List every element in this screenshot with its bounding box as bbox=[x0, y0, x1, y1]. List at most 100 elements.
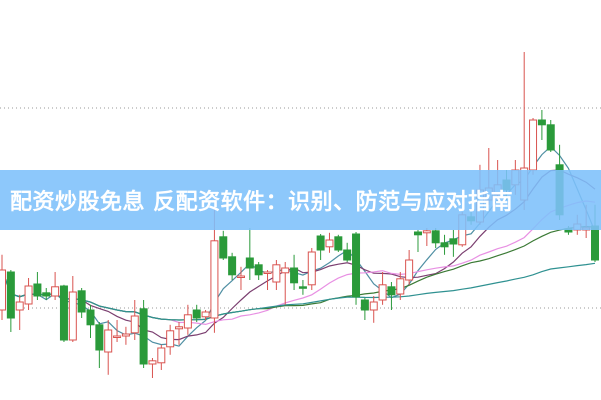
candle-body bbox=[272, 264, 281, 283]
candle-down bbox=[86, 304, 95, 338]
candle-down bbox=[440, 234, 449, 255]
candle-up bbox=[175, 322, 184, 345]
candle-body bbox=[104, 329, 113, 353]
candle-body bbox=[77, 290, 86, 313]
candle-body bbox=[24, 285, 33, 305]
candle-body bbox=[529, 119, 538, 171]
candle-up bbox=[378, 272, 387, 305]
candle-down bbox=[6, 270, 15, 332]
candle-up bbox=[104, 320, 113, 375]
candle-body bbox=[95, 324, 104, 351]
candle-down bbox=[219, 230, 228, 260]
candle-down bbox=[431, 228, 440, 248]
candle-body bbox=[254, 264, 263, 276]
candle-down bbox=[360, 298, 369, 320]
candle-body bbox=[422, 230, 431, 234]
candle-down bbox=[352, 232, 361, 305]
candle-body bbox=[263, 271, 272, 274]
candle-body bbox=[298, 286, 307, 289]
candle-body bbox=[413, 231, 422, 236]
candle-body bbox=[325, 239, 334, 248]
candle-down bbox=[334, 234, 343, 252]
candle-body bbox=[281, 267, 290, 274]
candle-up bbox=[325, 232, 334, 253]
candle-body bbox=[33, 283, 42, 297]
candle-body bbox=[68, 291, 77, 341]
candle-up bbox=[166, 324, 175, 355]
candle-body bbox=[86, 309, 95, 326]
candle-up bbox=[51, 272, 60, 300]
candle-body bbox=[139, 308, 148, 365]
candle-down bbox=[298, 280, 307, 295]
candle-body bbox=[166, 330, 175, 348]
candle-up bbox=[15, 294, 24, 330]
candle-body bbox=[343, 249, 352, 261]
candles bbox=[0, 52, 599, 378]
candle-body bbox=[316, 235, 325, 251]
candle-down bbox=[245, 228, 254, 280]
candle-up bbox=[281, 262, 290, 305]
candle-up bbox=[148, 358, 157, 378]
candle-up bbox=[405, 250, 414, 285]
candle-up bbox=[272, 260, 281, 290]
candle-up bbox=[121, 326, 130, 345]
candle-body bbox=[0, 269, 6, 311]
candle-up bbox=[307, 248, 316, 290]
candle-up bbox=[157, 344, 166, 370]
candle-down bbox=[343, 242, 352, 262]
candle-down bbox=[33, 272, 42, 300]
candle-down bbox=[59, 284, 68, 342]
candle-body bbox=[369, 301, 378, 311]
candle-body bbox=[113, 335, 122, 338]
candle-down bbox=[387, 282, 396, 310]
candle-up bbox=[369, 296, 378, 323]
candle-down bbox=[139, 300, 148, 368]
candle-body bbox=[405, 259, 414, 281]
candle-down bbox=[413, 230, 422, 252]
candle-body bbox=[360, 299, 369, 311]
candle-body bbox=[290, 267, 299, 284]
candle-body bbox=[352, 233, 361, 298]
candle-down bbox=[290, 254, 299, 290]
candle-body bbox=[6, 271, 15, 319]
candle-down bbox=[316, 234, 325, 260]
candle-body bbox=[59, 285, 68, 341]
candle-body bbox=[334, 236, 343, 251]
candle-body bbox=[51, 286, 60, 297]
banner-title: 配资炒股免息 反配资软件：识别、防范与应对指南 bbox=[10, 190, 514, 215]
candle-down bbox=[449, 230, 458, 257]
candle-body bbox=[201, 311, 210, 318]
candle-body bbox=[175, 326, 184, 330]
candle-body bbox=[236, 275, 245, 278]
candle-body bbox=[210, 240, 219, 319]
grid-lines bbox=[0, 107, 601, 309]
candle-up bbox=[529, 118, 538, 175]
candle-body bbox=[219, 236, 228, 259]
candle-body bbox=[121, 333, 130, 337]
candle-body bbox=[148, 360, 157, 365]
candle-body bbox=[307, 251, 316, 286]
candle-up bbox=[68, 276, 77, 342]
candle-down bbox=[42, 288, 51, 300]
candle-up bbox=[422, 228, 431, 246]
candle-body bbox=[431, 230, 440, 244]
candle-body bbox=[440, 242, 449, 248]
candle-up bbox=[24, 278, 33, 310]
title-banner: 配资炒股免息 反配资软件：识别、防范与应对指南 bbox=[0, 170, 601, 230]
candle-up bbox=[396, 272, 405, 300]
candle-body bbox=[15, 301, 24, 311]
candle-up bbox=[130, 300, 139, 340]
candle-up bbox=[0, 254, 6, 320]
candle-down bbox=[254, 262, 263, 280]
candle-body bbox=[387, 286, 396, 296]
candle-down bbox=[77, 288, 86, 318]
candle-up bbox=[236, 266, 245, 290]
candle-body bbox=[42, 292, 51, 297]
candle-body bbox=[396, 278, 405, 295]
candle-down bbox=[95, 322, 104, 368]
candle-body bbox=[228, 256, 237, 276]
candle-body bbox=[546, 124, 555, 151]
candle-body bbox=[449, 238, 458, 245]
